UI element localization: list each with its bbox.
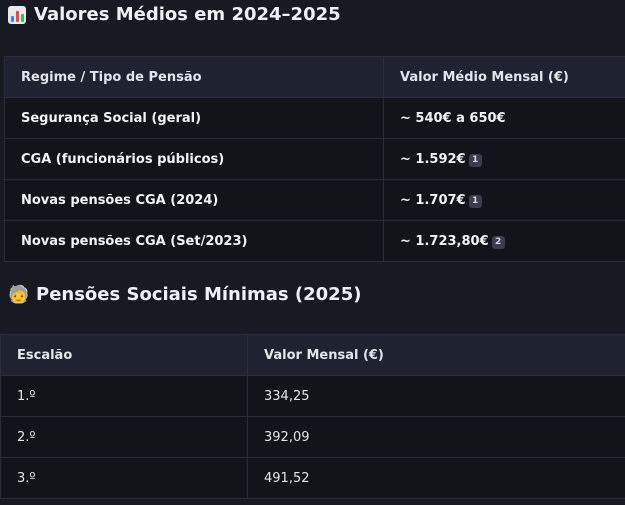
table-header-row: Regime / Tipo de Pensão Valor Médio Mens…	[4, 56, 625, 98]
column-header-valor: Valor Médio Mensal (€)	[383, 56, 625, 98]
table-row: Segurança Social (geral) ~ 540€ a 650€	[4, 97, 625, 139]
column-header-escalao: Escalão	[0, 334, 248, 376]
average-pension-table: Regime / Tipo de Pensão Valor Médio Mens…	[4, 56, 625, 262]
citation-badge[interactable]: 1	[468, 194, 482, 208]
column-header-regime: Regime / Tipo de Pensão	[4, 56, 384, 98]
table-row: CGA (funcionários públicos) ~ 1.592€ 1	[4, 138, 625, 180]
section-title-text: Pensões Sociais Mínimas (2025)	[36, 284, 362, 305]
value-text: ~ 540€ a 650€	[400, 110, 506, 126]
section-title-valores-medios: Valores Médios em 2024–2025	[8, 4, 341, 25]
table-row: 1.º 334,25	[0, 375, 625, 417]
section-title-text: Valores Médios em 2024–2025	[34, 4, 341, 25]
cell-escalao: 1.º	[0, 375, 248, 417]
table-row: 2.º 392,09	[0, 416, 625, 458]
value-text: ~ 1.707€	[400, 192, 466, 208]
table-row: Novas pensões CGA (Set/2023) ~ 1.723,80€…	[4, 220, 625, 262]
cell-value: ~ 540€ a 650€	[383, 97, 625, 139]
cell-regime: CGA (funcionários públicos)	[4, 138, 384, 180]
value-text: ~ 1.723,80€	[400, 233, 489, 249]
bar-chart-icon	[8, 5, 26, 24]
cell-regime: Segurança Social (geral)	[4, 97, 384, 139]
cell-escalao: 3.º	[0, 457, 248, 499]
cell-value: 334,25	[247, 375, 625, 417]
social-pension-table: Escalão Valor Mensal (€) 1.º 334,25 2.º …	[0, 334, 625, 499]
cell-regime: Novas pensões CGA (Set/2023)	[4, 220, 384, 262]
cell-value: ~ 1.723,80€ 2	[383, 220, 625, 262]
cell-regime: Novas pensões CGA (2024)	[4, 179, 384, 221]
citation-badge[interactable]: 1	[468, 153, 482, 167]
column-header-valor-mensal: Valor Mensal (€)	[247, 334, 625, 376]
older-person-icon: 🧓	[8, 284, 30, 305]
citation-badge[interactable]: 2	[491, 235, 505, 249]
cell-value: 491,52	[247, 457, 625, 499]
section-title-pensoes-sociais: 🧓 Pensões Sociais Mínimas (2025)	[8, 284, 361, 305]
value-text: ~ 1.592€	[400, 151, 466, 167]
cell-value: ~ 1.592€ 1	[383, 138, 625, 180]
table-row: 3.º 491,52	[0, 457, 625, 499]
cell-escalao: 2.º	[0, 416, 248, 458]
table-header-row: Escalão Valor Mensal (€)	[0, 334, 625, 376]
cell-value: 392,09	[247, 416, 625, 458]
cell-value: ~ 1.707€ 1	[383, 179, 625, 221]
table-row: Novas pensões CGA (2024) ~ 1.707€ 1	[4, 179, 625, 221]
